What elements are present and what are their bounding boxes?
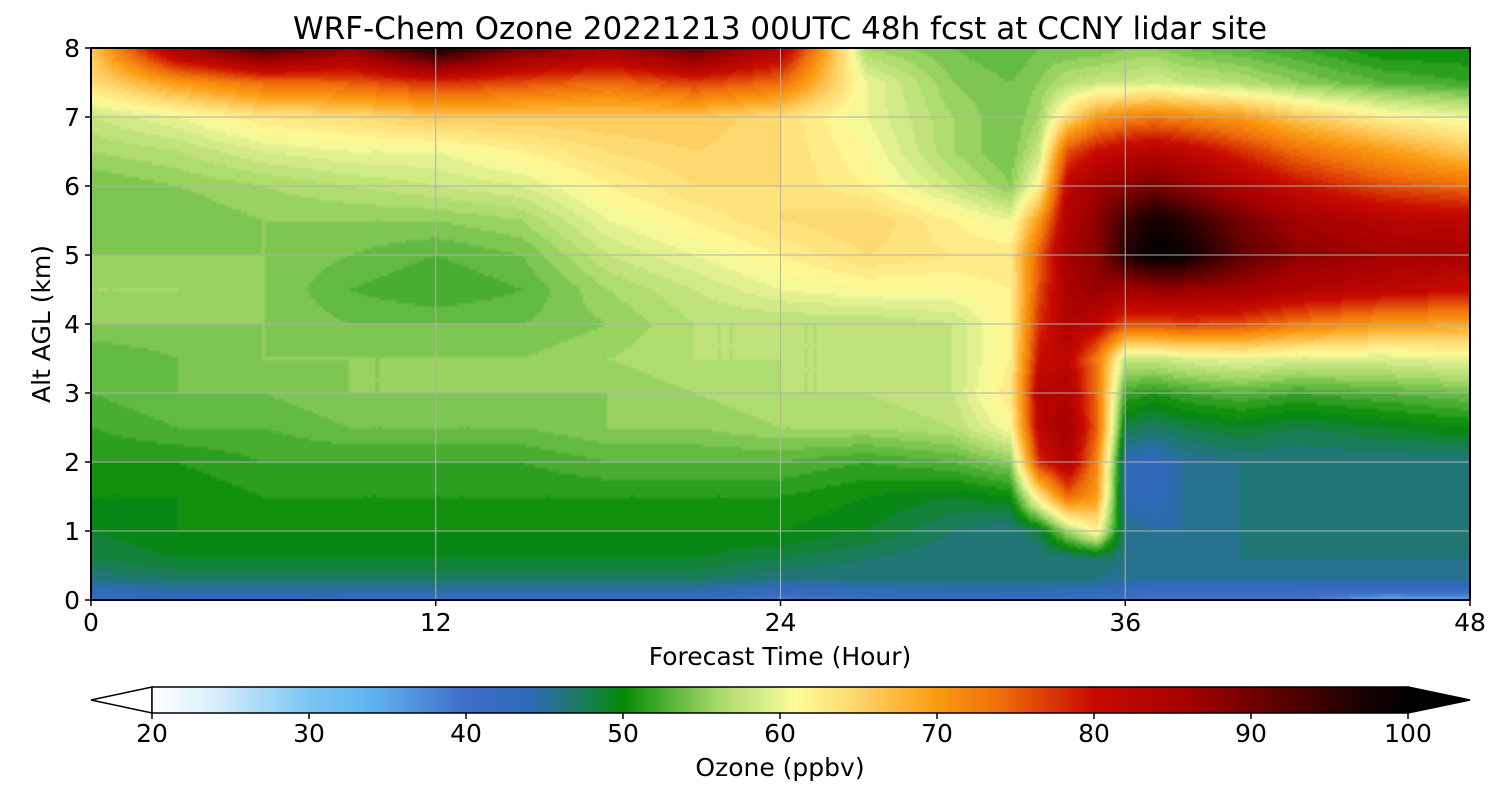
x-axis-label: Forecast Time (Hour): [649, 642, 912, 671]
y-tick-label: 6: [64, 172, 80, 201]
colorbar-extend-high: [1407, 686, 1471, 714]
colorbar-tick-label: 20: [136, 719, 168, 748]
colorbar-tick-label: 80: [1078, 719, 1110, 748]
y-tick-label: 1: [64, 517, 80, 546]
grid-lines: [91, 48, 1470, 600]
chart-title: WRF-Chem Ozone 20221213 00UTC 48h fcst a…: [293, 11, 1267, 47]
colorbar-tick-label: 50: [607, 719, 639, 748]
colorbar-tick-label: 60: [764, 719, 796, 748]
x-tick-label: 48: [1454, 608, 1486, 637]
y-tick-label: 5: [64, 241, 80, 270]
colorbar-tick-label: 40: [450, 719, 482, 748]
x-tick-label: 0: [83, 608, 99, 637]
x-tick-label: 12: [420, 608, 452, 637]
colorbar-tick-label: 100: [1384, 719, 1432, 748]
colorbar-ticks: 20 30 40 50 60 70 80 90 100: [136, 713, 1432, 748]
colorbar-label: Ozone (ppbv): [695, 753, 864, 782]
colorbar-extend-low: [90, 686, 153, 714]
y-axis-ticks: 0 1 2 3 4 5 6 7 8: [64, 34, 91, 615]
y-tick-label: 7: [64, 103, 80, 132]
colorbar: 20 30 40 50 60 70 80 90 100: [90, 686, 1471, 748]
y-tick-label: 3: [64, 379, 80, 408]
y-axis-label: Alt AGL (km): [27, 245, 56, 403]
y-tick-label: 4: [64, 310, 80, 339]
colorbar-tick-label: 30: [293, 719, 325, 748]
x-axis-ticks: 0 12 24 36 48: [83, 600, 1486, 637]
y-tick-label: 2: [64, 448, 80, 477]
x-tick-label: 24: [765, 608, 797, 637]
colorbar-tick-label: 90: [1235, 719, 1267, 748]
x-tick-label: 36: [1109, 608, 1141, 637]
y-tick-label: 0: [64, 586, 80, 615]
colorbar-tick-label: 70: [921, 719, 953, 748]
colorbar-body: [151, 686, 1409, 714]
y-tick-label: 8: [64, 34, 80, 63]
